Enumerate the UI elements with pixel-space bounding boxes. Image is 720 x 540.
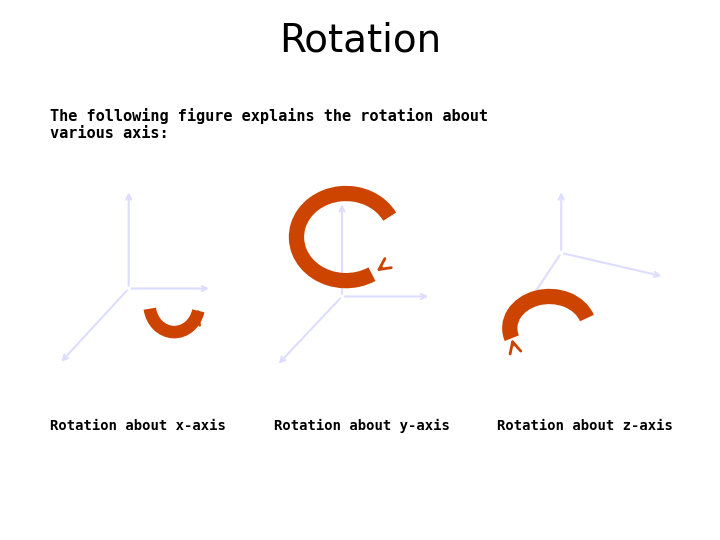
- Text: Rotation about z-axis: Rotation about z-axis: [497, 418, 672, 433]
- Text: Rotation: Rotation: [279, 22, 441, 59]
- Text: The following figure explains the rotation about
various axis:: The following figure explains the rotati…: [50, 108, 488, 141]
- Text: Rotation about x-axis: Rotation about x-axis: [50, 418, 226, 433]
- Text: Rotation about y-axis: Rotation about y-axis: [274, 418, 449, 433]
